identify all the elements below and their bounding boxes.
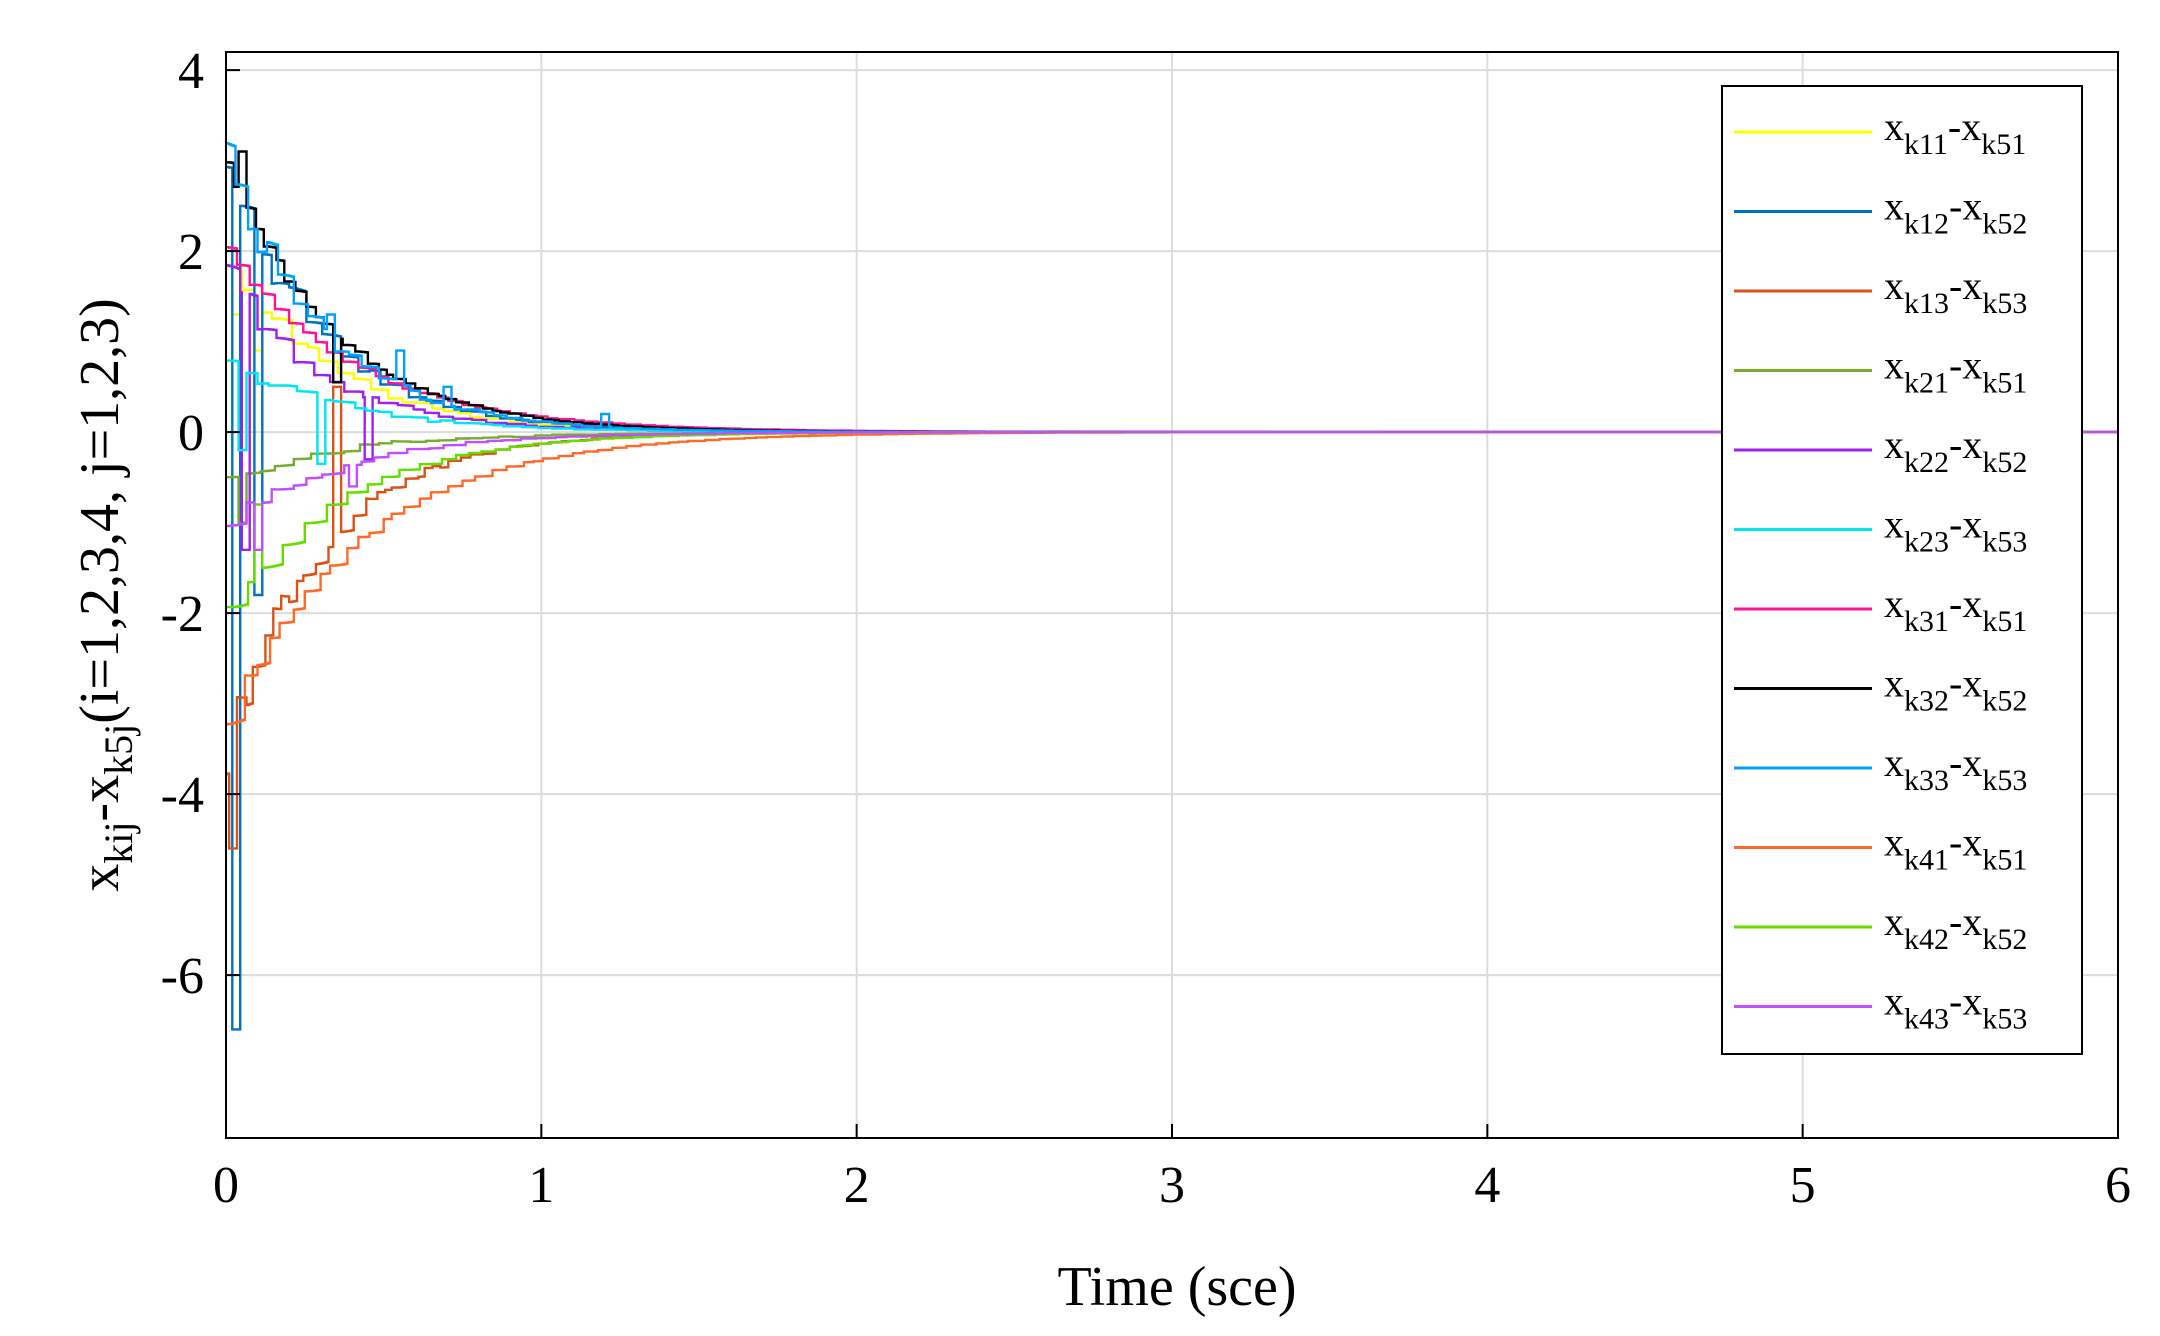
- y-axis-label: xkij-xk5j(i=1,2,3,4, j=1,2,3): [69, 298, 141, 892]
- legend-entry-k21-k51: xk21-xk51: [1884, 343, 2027, 400]
- x-tick-label: 0: [213, 1157, 239, 1214]
- y-tick-label: -6: [161, 948, 204, 1005]
- legend-entry-k43-k53: xk43-xk53: [1884, 979, 2027, 1036]
- legend-box: [1721, 85, 2083, 1055]
- x-tick-label: 5: [1790, 1157, 1816, 1214]
- y-tick-label: 0: [178, 405, 204, 462]
- y-ticks: 4 2 0 -2 -4 -6: [161, 43, 240, 1005]
- y-tick-label: -4: [161, 767, 204, 824]
- y-tick-label: 2: [178, 224, 204, 281]
- legend-entry-k13-k53: xk13-xk53: [1884, 263, 2027, 320]
- legend-entry-k12-k52: xk12-xk52: [1884, 184, 2027, 241]
- x-ticks: 0 1 2 3 4 5 6: [213, 1124, 2131, 1214]
- x-tick-label: 4: [1474, 1157, 1500, 1214]
- legend-entry-k22-k52: xk22-xk52: [1884, 422, 2027, 479]
- legend-entry-k23-k53: xk23-xk53: [1884, 502, 2027, 559]
- y-label-sub2: k5j: [96, 724, 141, 775]
- y-label-mid: -x: [69, 775, 131, 822]
- y-tick-label: 4: [178, 43, 204, 100]
- y-label-tail: (i=1,2,3,4, j=1,2,3): [69, 298, 131, 724]
- legend-entry-k33-k53: xk33-xk53: [1884, 740, 2027, 797]
- legend-entry-k42-k52: xk42-xk52: [1884, 899, 2027, 956]
- x-axis-label: Time (sce): [1057, 1256, 1296, 1318]
- x-tick-label: 3: [1159, 1157, 1185, 1214]
- legend-entry-k41-k51: xk41-xk51: [1884, 820, 2027, 877]
- y-label-sub1: kij: [96, 822, 141, 864]
- legend: xk11-xk51 xk12-xk52 xk13-xk53 xk21-xk51 xk22…: [1721, 85, 2083, 1055]
- x-tick-label: 1: [528, 1157, 554, 1214]
- legend-entry-k32-k52: xk32-xk52: [1884, 661, 2027, 718]
- x-tick-label: 2: [844, 1157, 870, 1214]
- legend-entry-k11-k51: xk11-xk51: [1884, 104, 2026, 161]
- y-label-main: x: [69, 864, 131, 892]
- legend-entry-k31-k51: xk31-xk51: [1884, 581, 2027, 638]
- y-tick-label: -2: [161, 586, 204, 643]
- x-tick-label: 6: [2105, 1157, 2131, 1214]
